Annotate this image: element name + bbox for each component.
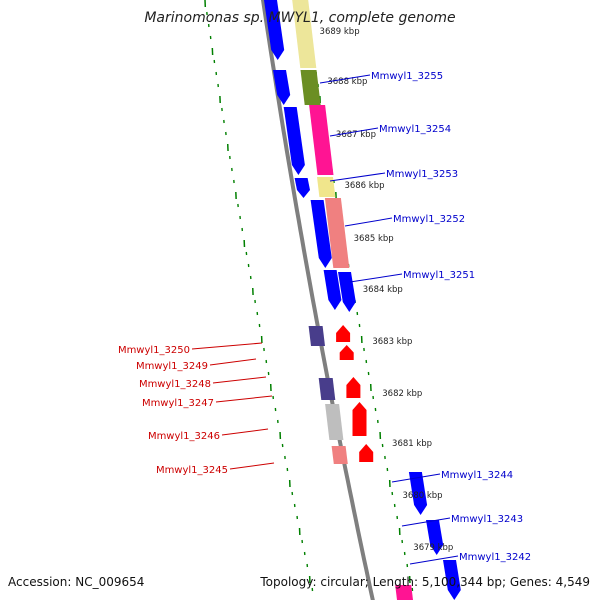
reverse-gene-label: Mmwyl1_3247 xyxy=(142,398,214,409)
forward-gene-arrow xyxy=(443,560,461,600)
forward-gene-arrow xyxy=(273,70,291,105)
forward-gene-arrow xyxy=(426,520,444,555)
forward-gene-arrow xyxy=(283,107,305,175)
forward-gene-arrow xyxy=(323,270,342,310)
outer-scale-ring xyxy=(304,0,414,592)
reverse-label-leader xyxy=(229,462,275,470)
forward-label-leader xyxy=(344,217,393,227)
forward-label-leader xyxy=(329,172,386,182)
reverse-gene-label: Mmwyl1_3245 xyxy=(156,465,228,476)
forward-label-leader xyxy=(329,127,379,137)
forward-label-leader xyxy=(349,273,403,283)
forward-gene-label: Mmwyl1_3244 xyxy=(441,470,513,481)
scale-label: 3689 kbp xyxy=(320,27,360,37)
forward-gene-label: Mmwyl1_3253 xyxy=(386,169,458,180)
scale-label: 3684 kbp xyxy=(363,285,403,295)
cog-band xyxy=(300,70,321,105)
scale-label: 3681 kbp xyxy=(392,439,432,449)
cog-band xyxy=(325,404,344,440)
forward-label-leader xyxy=(391,473,441,483)
forward-label-leader xyxy=(409,555,459,565)
forward-gene-arrow xyxy=(264,0,285,60)
cog-band xyxy=(309,105,334,175)
forward-gene-label: Mmwyl1_3255 xyxy=(371,71,443,82)
label-layer: 3689 kbp 3688 kbp 3687 kbp 3686 kbp 3685 kbp… xyxy=(118,27,531,565)
forward-gene-arrow xyxy=(408,472,428,515)
cog-band xyxy=(317,177,336,197)
reverse-label-leader xyxy=(191,342,263,350)
reverse-gene-label: Mmwyl1_3250 xyxy=(118,345,190,356)
reverse-label-leader xyxy=(209,358,257,366)
forward-gene-label: Mmwyl1_3252 xyxy=(393,214,465,225)
forward-gene-label: Mmwyl1_3251 xyxy=(403,270,475,281)
cog-band xyxy=(308,326,325,346)
topology-text: Topology: circular; Length: 5,100,344 bp… xyxy=(260,575,590,589)
reverse-gene-arrow xyxy=(359,444,374,462)
scale-label: 3680 kbp xyxy=(403,491,443,501)
cog-band xyxy=(331,446,348,464)
forward-label-leader xyxy=(319,74,371,84)
reverse-label-leader xyxy=(215,395,273,403)
reverse-gene-arrow xyxy=(352,402,367,436)
scale-label: 3679 kbp xyxy=(413,543,453,553)
cog-band xyxy=(318,378,336,400)
forward-gene-label: Mmwyl1_3254 xyxy=(379,124,451,135)
scale-label: 3687 kbp xyxy=(336,130,376,140)
reverse-gene-arrow xyxy=(339,345,354,360)
cog-band xyxy=(324,198,350,268)
scale-label: 3686 kbp xyxy=(344,181,384,191)
scale-label: 3688 kbp xyxy=(327,77,367,87)
forward-gene-arrow xyxy=(294,178,310,198)
reverse-gene-label: Mmwyl1_3249 xyxy=(136,361,208,372)
cog-band xyxy=(292,0,317,68)
reverse-label-leader xyxy=(212,376,267,384)
cog-band xyxy=(395,585,413,600)
inner-scale-ring xyxy=(204,0,314,592)
accession-text: Accession: NC_009654 xyxy=(8,575,145,589)
reverse-gene-arrow xyxy=(346,377,361,398)
forward-gene-label: Mmwyl1_3242 xyxy=(459,552,531,563)
forward-gene-arrow xyxy=(338,272,356,312)
scale-label: 3683 kbp xyxy=(372,337,412,347)
map-title: Marinomonas sp. MWYL1, complete genome xyxy=(144,10,456,26)
reverse-gene-label: Mmwyl1_3246 xyxy=(148,431,220,442)
scale-label: 3682 kbp xyxy=(382,389,422,399)
scale-label: 3685 kbp xyxy=(354,234,394,244)
feature-layer xyxy=(264,0,461,600)
reverse-label-leader xyxy=(221,428,269,436)
forward-label-leader xyxy=(401,517,451,527)
forward-gene-arrow xyxy=(310,200,332,268)
reverse-gene-label: Mmwyl1_3248 xyxy=(139,379,211,390)
reverse-gene-arrow xyxy=(336,325,351,342)
forward-gene-label: Mmwyl1_3243 xyxy=(451,514,523,525)
